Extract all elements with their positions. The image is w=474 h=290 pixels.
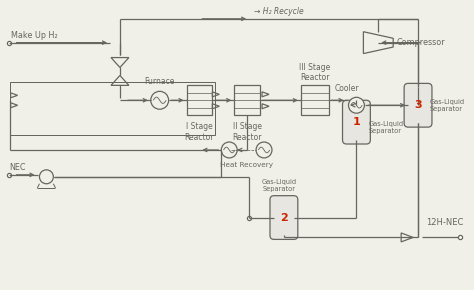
Text: 3: 3 (414, 100, 422, 110)
FancyBboxPatch shape (270, 196, 298, 240)
Text: 1: 1 (353, 117, 360, 127)
Circle shape (39, 170, 54, 184)
Text: I Stage
Reactor: I Stage Reactor (185, 122, 214, 142)
Text: Make Up H₂: Make Up H₂ (10, 31, 57, 40)
Bar (186, 85, 212, 115)
Text: → H₂ Recycle: → H₂ Recycle (254, 7, 304, 16)
Circle shape (151, 91, 169, 109)
Text: III Stage
Reactor: III Stage Reactor (299, 63, 330, 82)
Bar (301, 85, 328, 115)
Text: Gas-Liquid
Separator: Gas-Liquid Separator (430, 99, 465, 112)
Circle shape (348, 97, 365, 113)
Circle shape (256, 142, 272, 158)
Text: Heat Recovery: Heat Recovery (220, 162, 273, 168)
Text: 2: 2 (280, 213, 288, 222)
Text: Gas-Liquid
Separator: Gas-Liquid Separator (261, 179, 297, 192)
Text: Compressor: Compressor (396, 38, 445, 47)
Text: II Stage
Reactor: II Stage Reactor (232, 122, 262, 142)
Text: 12H-NEC: 12H-NEC (426, 218, 464, 227)
Bar (234, 85, 260, 115)
Bar (9, 82, 215, 135)
FancyBboxPatch shape (343, 100, 370, 144)
FancyBboxPatch shape (404, 84, 432, 127)
Polygon shape (364, 32, 393, 54)
Text: NEC: NEC (9, 163, 26, 172)
Text: Furnace: Furnace (145, 77, 175, 86)
Text: Cooler: Cooler (334, 84, 359, 93)
Circle shape (221, 142, 237, 158)
Text: Gas-Liquid
Separator: Gas-Liquid Separator (368, 121, 403, 134)
